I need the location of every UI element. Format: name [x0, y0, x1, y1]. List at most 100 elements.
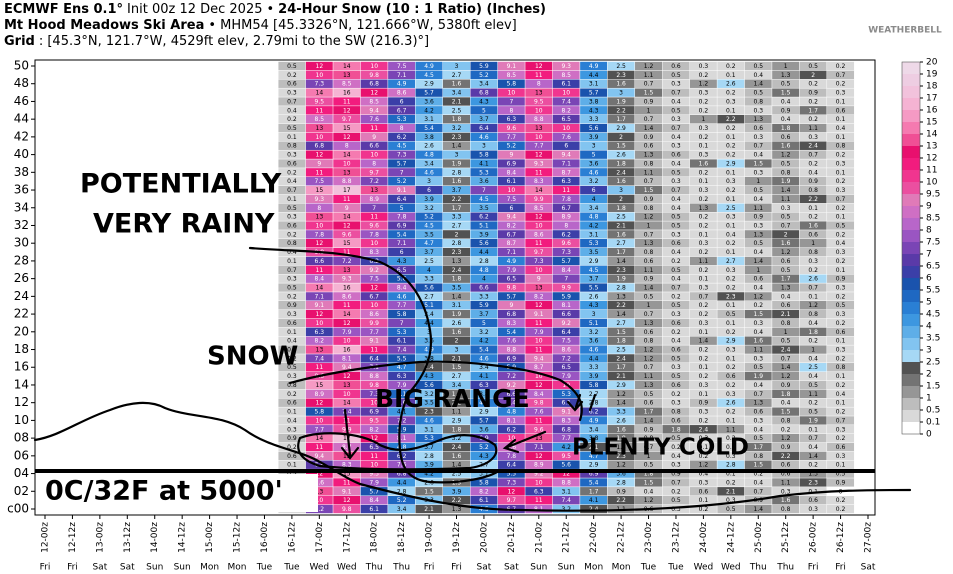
- cell-label: 7.8: [397, 214, 407, 221]
- y-tick-label: 38: [14, 165, 29, 179]
- cell-label: 0.1: [287, 462, 297, 469]
- x-tick-label: 27-00z: [864, 522, 874, 553]
- cell-label: 9.5: [369, 417, 379, 424]
- cell-label: 9.1: [369, 338, 379, 345]
- cell-label: 6.8: [479, 90, 489, 97]
- cell-label: 3.3: [616, 409, 626, 416]
- cell-label: 9: [537, 276, 541, 283]
- cell-label: 9: [509, 302, 513, 309]
- cell-label: 0.9: [644, 426, 654, 433]
- cell-label: 1.9: [781, 178, 791, 185]
- cell-label: 0.4: [671, 453, 681, 460]
- cell-label: 0.6: [644, 329, 654, 336]
- cell-label: 3.9: [452, 488, 462, 495]
- cell-label: 0.8: [808, 311, 818, 318]
- cell-label: 0.2: [781, 426, 791, 433]
- cell-label: 4.7: [589, 453, 599, 460]
- y-tick-label: 30: [14, 236, 29, 250]
- cell-label: 4.6: [397, 293, 407, 300]
- y-tick-label: 46: [14, 94, 29, 108]
- cell-label: 9.6: [534, 426, 544, 433]
- cell-label: 4.6: [424, 169, 434, 176]
- cell-label: 0.1: [726, 196, 736, 203]
- cell-label: 1: [647, 302, 651, 309]
- cell: [826, 61, 855, 71]
- cell-label: 7.5: [507, 196, 517, 203]
- cell-label: 10: [370, 462, 378, 469]
- cell-label: 6.1: [397, 338, 407, 345]
- day-label: Thu: [776, 563, 794, 573]
- cell-label: 12: [343, 107, 351, 114]
- cell-label: 7.7: [534, 143, 544, 150]
- annotation: SNOW: [207, 342, 298, 372]
- annotation: VERY RAINY: [93, 209, 275, 240]
- cell-label: 8.6: [507, 444, 517, 451]
- cell-label: 6.9: [589, 471, 599, 478]
- day-label: Thu: [365, 563, 383, 573]
- cell-label: 8.3: [534, 178, 544, 185]
- cell-label: 9.4: [315, 453, 325, 460]
- header-text: Init 00z 12 Dec 2025: [127, 2, 263, 17]
- arrow-right: [502, 430, 547, 454]
- cell-label: 8.8: [369, 373, 379, 380]
- cell-label: 14: [316, 435, 324, 442]
- cell-label: 0.8: [753, 453, 763, 460]
- cell-label: 5.9: [561, 293, 571, 300]
- cell-label: 13: [343, 382, 351, 389]
- cell-label: 8.4: [561, 267, 571, 274]
- cell-label: 7.9: [342, 329, 352, 336]
- cell-label: 4.9: [424, 347, 434, 354]
- cell-label: 6.5: [507, 276, 517, 283]
- annotation: PLENTY COLD: [572, 435, 749, 461]
- cell-label: 1.2: [753, 293, 763, 300]
- arrow-down: [566, 393, 597, 412]
- colorbar-label: 7: [926, 250, 932, 260]
- cell-label: 4.8: [424, 152, 434, 159]
- cell-label: 7: [372, 205, 376, 212]
- cell-label: 11: [370, 347, 378, 354]
- colorbar-swatch: [902, 290, 920, 302]
- cell-label: 0.1: [836, 462, 846, 469]
- cell-label: 1.8: [644, 471, 654, 478]
- cell-label: 0.3: [808, 506, 818, 513]
- cell-label: 1: [756, 178, 760, 185]
- cell-label: 3: [455, 152, 459, 159]
- cell-label: 4.9: [507, 258, 517, 265]
- cell-label: 8.6: [561, 347, 571, 354]
- cell-label: 0.9: [644, 134, 654, 141]
- cell-label: 6: [509, 205, 513, 212]
- cell-label: 2.4: [781, 347, 791, 354]
- cell-label: 2.7: [452, 373, 462, 380]
- cell-label: 2.6: [589, 293, 599, 300]
- cell-label: 7.2: [342, 258, 352, 265]
- cell-label: 0.7: [287, 187, 297, 194]
- cell-label: 0.4: [671, 338, 681, 345]
- cell-label: 2.9: [616, 125, 626, 132]
- cell-label: 1.8: [452, 116, 462, 123]
- cell-label: 0.1: [699, 364, 709, 371]
- cell-label: 0.9: [753, 214, 763, 221]
- cell-label: 3.4: [479, 81, 489, 88]
- cell-label: 0.6: [644, 258, 654, 265]
- y-tick-label: 28: [14, 253, 29, 267]
- cell-label: 1.3: [644, 320, 654, 327]
- cell-label: 1.1: [781, 479, 791, 486]
- cell-label: 3.7: [452, 187, 462, 194]
- cell-label: 0.6: [287, 400, 297, 407]
- cell-label: 0.5: [753, 63, 763, 70]
- cell-label: 8.8: [342, 178, 352, 185]
- cell-label: 2.2: [616, 302, 626, 309]
- cell-label: 7.3: [507, 479, 517, 486]
- cell-label: 0.8: [644, 205, 654, 212]
- cell-label: 7.7: [369, 329, 379, 336]
- cell-label: 2.7: [452, 72, 462, 79]
- cell-label: 9.4: [534, 355, 544, 362]
- cell-label: 10: [316, 320, 324, 327]
- day-label: Sat: [92, 563, 107, 573]
- cell-label: 13: [316, 125, 324, 132]
- cell-label: 0.3: [836, 311, 846, 318]
- cell-label: 0.7: [836, 196, 846, 203]
- cell-label: 11: [343, 98, 351, 105]
- cell-label: 1.4: [644, 417, 654, 424]
- cell-label: 2.3: [452, 134, 462, 141]
